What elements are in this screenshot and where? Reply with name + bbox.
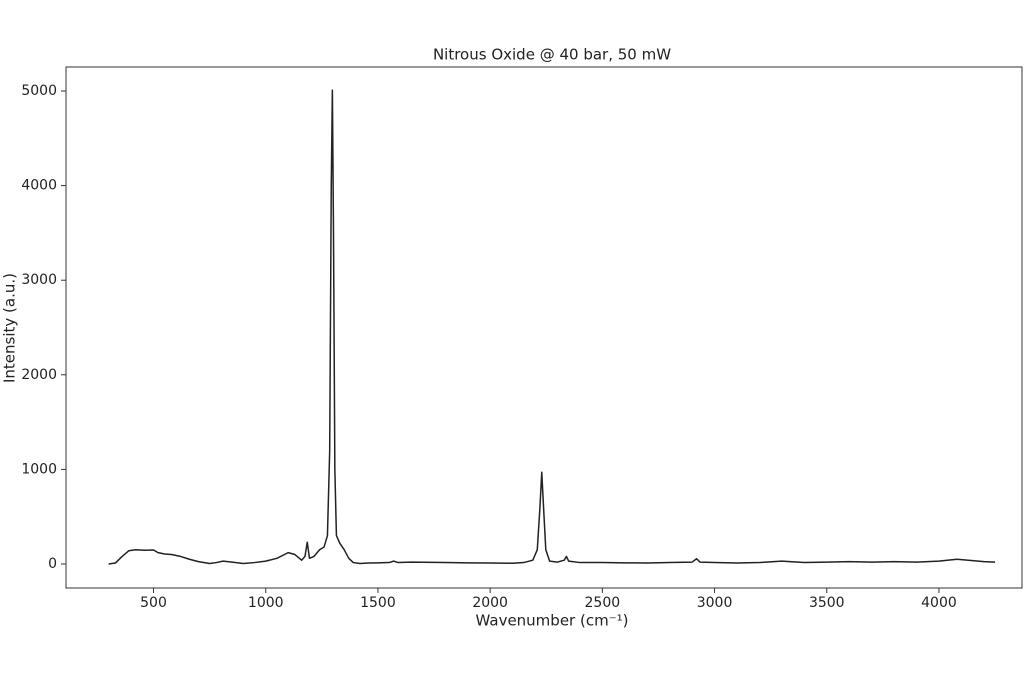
x-tick-label: 2000 [472, 595, 508, 611]
x-tick-label: 3500 [809, 595, 845, 611]
spectrum-line [108, 89, 996, 565]
x-tick-label: 2500 [585, 595, 621, 611]
chart-title: Nitrous Oxide @ 40 bar, 50 mW [433, 46, 671, 64]
x-tick-label: 3000 [697, 595, 733, 611]
y-tick-label: 5000 [21, 83, 57, 99]
y-tick-label: 1000 [21, 461, 57, 477]
x-tick-label: 1000 [248, 595, 284, 611]
y-axis-label: Intensity (a.u.) [1, 273, 19, 383]
x-tick-label: 4000 [921, 595, 957, 611]
y-tick-label: 2000 [21, 367, 57, 383]
plot-frame [65, 66, 1023, 589]
y-tick-label: 4000 [21, 178, 57, 194]
y-tick-label: 3000 [21, 272, 57, 288]
x-tick-label: 500 [140, 595, 167, 611]
x-axis-label: Wavenumber (cm⁻¹) [476, 612, 629, 630]
x-tick-label: 1500 [360, 595, 396, 611]
y-tick-label: 0 [48, 556, 57, 572]
